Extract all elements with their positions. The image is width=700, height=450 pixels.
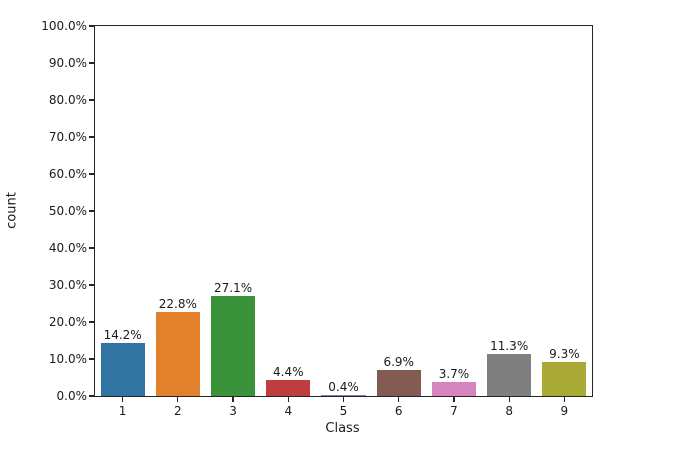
plot-area: 14.2% 1 22.8% 2 27.1% 3 4.4% 4 0.4% 5 6.9% 6 3.7% 7 11…: [41, 19, 593, 418]
y-tick-label: 70.0%: [48, 130, 87, 144]
bar-class-4: [266, 379, 311, 396]
y-tick-label: 20.0%: [48, 315, 87, 329]
y-tick-mark: [89, 99, 95, 101]
y-tick-mark: [89, 358, 95, 360]
y-tick-mark: [89, 62, 95, 64]
y-tick-label: 30.0%: [48, 278, 87, 292]
x-tick-mark: [508, 396, 510, 402]
y-tick-mark: [89, 136, 95, 138]
y-tick-mark: [89, 210, 95, 212]
y-tick-label: 100.0%: [41, 19, 87, 33]
x-tick-label: 3: [229, 404, 237, 418]
bar-class-7: [431, 382, 477, 396]
y-tick-label: 90.0%: [48, 56, 87, 70]
y-tick-mark: [89, 25, 95, 27]
x-tick-label: 6: [394, 404, 403, 418]
x-tick-label: 8: [505, 404, 513, 418]
y-tick-mark: [89, 173, 95, 175]
y-tick-mark: [89, 395, 95, 397]
y-tick-label: 60.0%: [48, 167, 87, 181]
y-tick-label: 80.0%: [48, 93, 87, 107]
y-tick-label: 0.0%: [56, 389, 88, 403]
bar-value-label: 3.7%: [438, 367, 470, 382]
x-tick-label: 5: [339, 404, 348, 418]
y-tick-mark: [89, 321, 95, 323]
bar-class-6: [376, 370, 421, 396]
bar-value-label: 22.8%: [158, 296, 197, 311]
x-tick-mark: [453, 396, 455, 402]
x-tick-mark: [563, 396, 565, 402]
x-tick-mark: [232, 396, 234, 402]
y-tick-label: 50.0%: [48, 204, 87, 218]
x-tick-label: 9: [560, 404, 569, 418]
y-tick-label: 40.0%: [48, 241, 87, 255]
bar-class-9: [542, 361, 587, 396]
bar-class-5: [321, 394, 366, 396]
x-tick-label: 7: [450, 404, 458, 418]
y-axis-title: count: [4, 192, 20, 229]
bar-class-2: [155, 311, 200, 396]
bar-value-label: 27.1%: [213, 280, 253, 295]
x-tick-mark: [342, 396, 345, 402]
bar-value-label: 14.2%: [103, 328, 142, 343]
x-tick-mark: [122, 396, 124, 402]
x-tick-label: 4: [284, 404, 293, 418]
bar-value-label: 9.3%: [549, 346, 580, 361]
y-tick-label: 10.0%: [48, 352, 87, 366]
x-tick-label: 2: [174, 404, 182, 418]
bar-value-label: 11.3%: [490, 339, 529, 354]
y-tick-mark: [89, 284, 95, 286]
x-tick-label: 1: [118, 404, 127, 418]
bar-class-3: [210, 295, 256, 396]
bar-class-1: [100, 343, 145, 396]
bar-value-label: 6.9%: [383, 355, 414, 370]
x-tick-mark: [398, 396, 400, 402]
bar-value-label: 4.4%: [273, 364, 304, 379]
bar-value-label: 0.4%: [328, 379, 359, 394]
bar-class-8: [487, 354, 532, 396]
x-tick-mark: [287, 396, 289, 402]
y-tick-mark: [89, 247, 95, 249]
x-tick-mark: [177, 396, 179, 402]
x-axis-title: Class: [325, 421, 360, 436]
